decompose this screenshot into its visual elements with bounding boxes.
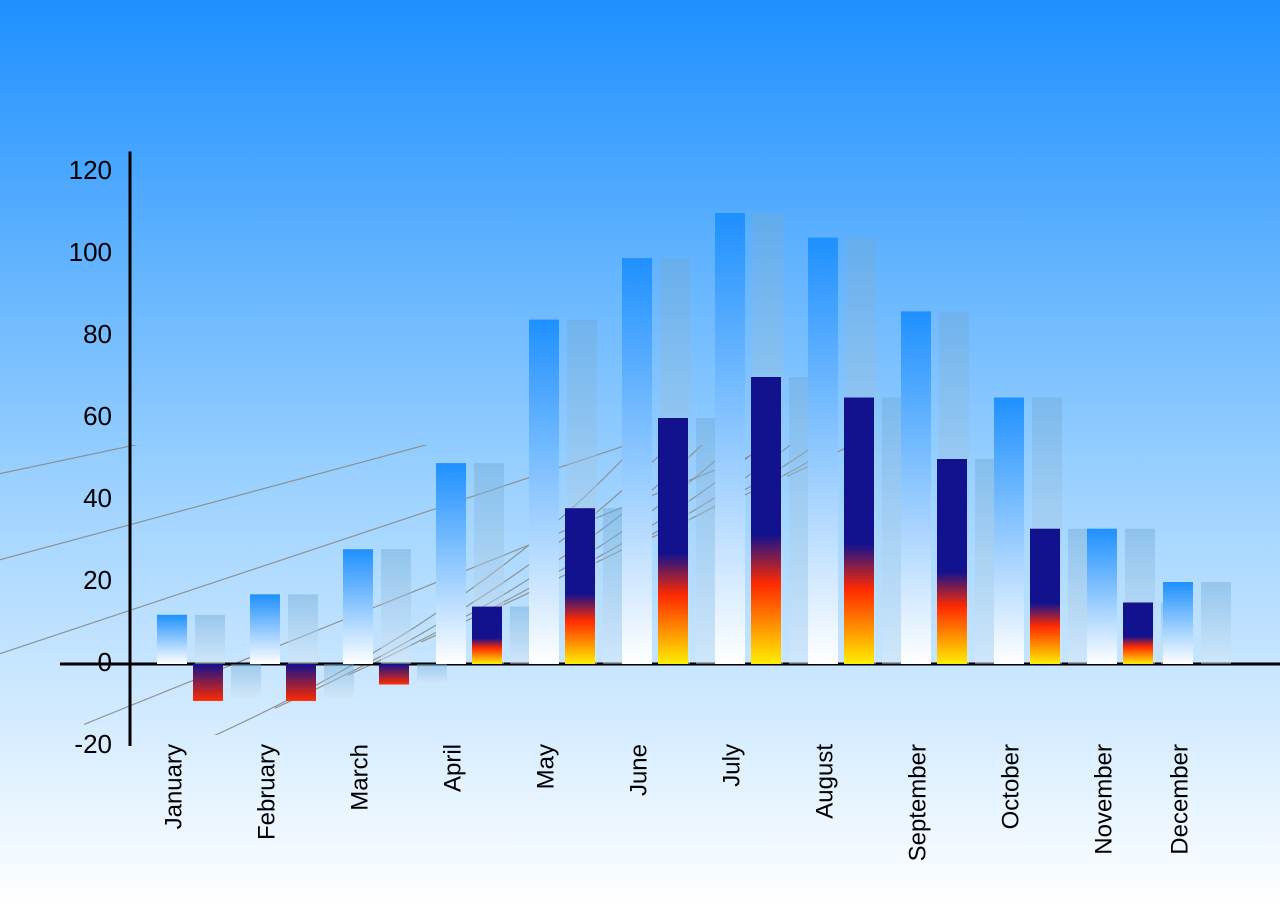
bar-shadow [417, 664, 447, 685]
x-tick-label: October [997, 744, 1024, 829]
bar-series-b [1030, 529, 1060, 664]
y-tick-label: 0 [98, 647, 112, 677]
bar-series-b [472, 607, 502, 664]
x-tick-label: May [532, 744, 559, 789]
bar-series-a [1163, 582, 1193, 664]
bar-series-a [1087, 529, 1117, 664]
x-tick-label: December [1166, 744, 1193, 855]
x-tick-label: February [253, 744, 280, 840]
y-tick-label: 40 [83, 483, 112, 513]
bar-shadow [381, 549, 411, 664]
bar-shadow [1201, 582, 1231, 664]
y-tick-label: 80 [83, 319, 112, 349]
bar-series-a [994, 398, 1024, 665]
monthly-bar-chart: -20 0 20 40 60 80 100 120 January February March A… [0, 0, 1280, 905]
bar-series-a [622, 258, 652, 664]
bar-series-a [343, 549, 373, 664]
bar-series-a [808, 238, 838, 664]
bar-series-a [250, 594, 280, 664]
bar-series-a [529, 320, 559, 664]
x-tick-label: September [904, 744, 931, 861]
bar-shadow [324, 664, 354, 701]
x-tick-label: November [1090, 744, 1117, 855]
x-tick-label: July [718, 744, 745, 787]
bar-shadow [288, 594, 318, 664]
chart-container: { "chart": { "type": "bar", "width_px": … [0, 0, 1280, 905]
bar-series-b [565, 508, 595, 664]
bar-series-a [715, 213, 745, 664]
x-tick-label: April [439, 744, 466, 792]
bar-series-b [937, 459, 967, 664]
x-tick-label: March [346, 744, 373, 811]
bar-series-b [286, 664, 316, 701]
x-tick-label: January [160, 744, 187, 829]
y-tick-label: -20 [74, 729, 112, 759]
y-tick-label: 60 [83, 401, 112, 431]
bar-series-b [658, 418, 688, 664]
bar-series-a [901, 311, 931, 664]
bar-shadow [231, 664, 261, 701]
bar-series-b [751, 377, 781, 664]
bar-series-b [193, 664, 223, 701]
x-tick-label: August [811, 744, 838, 819]
bar-series-a [157, 615, 187, 664]
x-tick-label: June [625, 744, 652, 796]
y-tick-label: 120 [69, 155, 112, 185]
bar-series-b [1123, 603, 1153, 665]
bar-shadow [195, 615, 225, 664]
y-tick-label: 20 [83, 565, 112, 595]
bar-series-b [379, 664, 409, 685]
y-tick-label: 100 [69, 237, 112, 267]
bar-series-b [844, 398, 874, 665]
bar-series-a [436, 463, 466, 664]
